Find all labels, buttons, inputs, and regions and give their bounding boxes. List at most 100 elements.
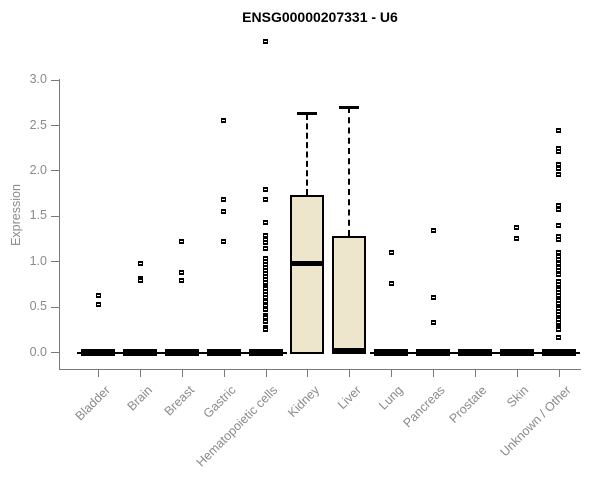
y-axis-line: [59, 79, 60, 369]
whisker-cap: [297, 112, 318, 116]
outlier-point: [388, 280, 394, 286]
outlier-point: [263, 240, 269, 246]
outlier-point: [263, 277, 269, 283]
category-label: Gastric: [200, 383, 239, 421]
outlier-point: [556, 222, 562, 228]
outlier-point: [263, 286, 269, 292]
outlier-point: [556, 314, 562, 320]
outlier-point: [556, 250, 562, 256]
outlier-point: [556, 309, 562, 315]
outlier-point: [556, 127, 562, 133]
outlier-point: [263, 289, 269, 295]
outlier-point: [556, 317, 562, 323]
outlier-point: [556, 172, 562, 178]
outlier-point: [556, 327, 562, 333]
outlier-point: [556, 145, 562, 151]
y-tick: [51, 170, 59, 172]
outlier-point: [137, 278, 143, 284]
category-label: Hematopoietic cells: [193, 383, 281, 470]
y-tick: [51, 125, 59, 126]
outlier-point: [556, 290, 562, 296]
median-line: [332, 348, 367, 354]
outlier-point: [556, 149, 562, 155]
outlier-point: [556, 334, 562, 340]
outlier-point: [263, 319, 269, 325]
category-label: Pancreas: [400, 383, 448, 431]
outlier-point: [556, 257, 562, 263]
outlier-point: [263, 220, 269, 226]
outlier-point: [556, 300, 562, 306]
outlier-point: [556, 264, 562, 270]
outlier-point: [556, 281, 562, 287]
outlier-point: [556, 303, 562, 309]
outlier-point: [95, 292, 101, 298]
outlier-point: [263, 268, 269, 274]
chart-title: ENSG00000207331 - U6: [242, 9, 398, 25]
median-line: [290, 261, 325, 267]
outlier-point: [556, 233, 562, 239]
x-tick: [433, 368, 434, 377]
y-tick: [51, 261, 59, 263]
outlier-point: [263, 259, 269, 265]
category-label: Liver: [335, 383, 365, 413]
collapsed-box: [248, 349, 283, 356]
outlier-point: [221, 196, 227, 202]
outlier-point: [430, 228, 436, 234]
outlier-point: [556, 253, 562, 259]
outlier-point: [556, 311, 562, 317]
outlier-point: [263, 271, 269, 276]
collapsed-box: [164, 349, 199, 356]
outlier-point: [263, 294, 269, 300]
box: [290, 195, 325, 355]
outlier-point: [263, 312, 269, 318]
y-tick-label: 0.0: [29, 344, 47, 359]
x-tick: [265, 368, 267, 377]
collapsed-box: [374, 349, 409, 356]
whisker-cap: [339, 105, 360, 109]
outlier-point: [514, 235, 520, 241]
outlier-point: [556, 165, 562, 171]
y-tick-label: 3.0: [29, 72, 47, 87]
collapsed-box: [457, 349, 492, 356]
collapsed-box: [416, 349, 450, 356]
outlier-point: [137, 261, 143, 267]
x-tick: [349, 368, 351, 377]
outlier-point: [263, 264, 269, 270]
collapsed-box: [499, 349, 534, 356]
outlier-point: [263, 273, 269, 279]
y-tick-label: 0.5: [29, 299, 47, 314]
upper-whisker: [306, 113, 309, 196]
category-label: Breast: [161, 383, 197, 419]
y-tick-label: 2.0: [29, 162, 47, 177]
outlier-point: [95, 301, 101, 307]
collapsed-box: [81, 349, 116, 356]
collapsed-box: [123, 349, 158, 356]
y-tick-label: 2.5: [29, 117, 47, 132]
x-tick: [516, 368, 518, 377]
outlier-point: [556, 306, 562, 312]
category-label: Brain: [124, 383, 155, 414]
y-tick: [51, 306, 59, 308]
outlier-point: [556, 202, 562, 208]
x-tick: [307, 368, 309, 377]
outlier-point: [430, 320, 436, 326]
category-label: Bladder: [72, 383, 114, 424]
x-tick: [558, 368, 560, 377]
outlier-point: [556, 287, 562, 293]
outlier-point: [556, 237, 562, 243]
collapsed-box: [206, 349, 241, 356]
outlier-point: [263, 186, 269, 192]
y-tick: [51, 352, 59, 353]
outlier-point: [263, 283, 269, 289]
outlier-point: [263, 261, 269, 267]
upper-whisker: [348, 107, 351, 237]
y-tick: [51, 79, 59, 81]
outlier-point: [514, 224, 520, 230]
outlier-point: [263, 236, 269, 242]
category-label: Prostate: [446, 383, 490, 426]
outlier-point: [556, 284, 562, 290]
outlier-point: [263, 280, 269, 286]
outlier-point: [263, 39, 269, 45]
outlier-point: [179, 270, 185, 276]
